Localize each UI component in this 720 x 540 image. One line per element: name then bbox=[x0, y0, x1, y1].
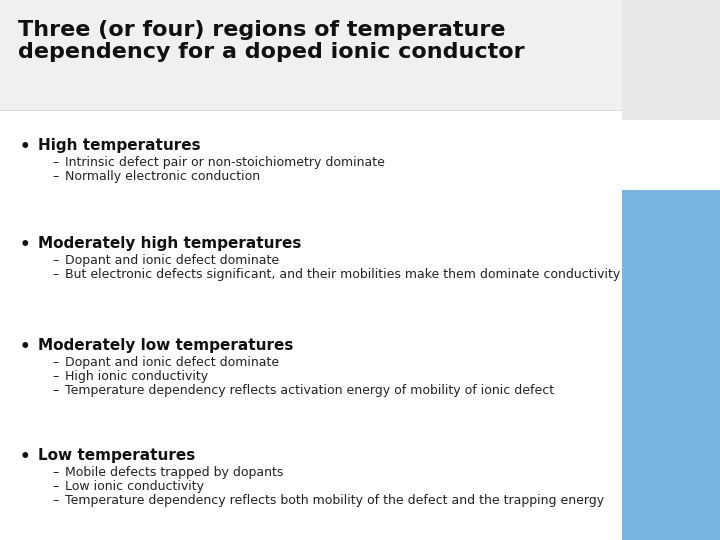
Text: –: – bbox=[52, 268, 58, 281]
Text: –: – bbox=[52, 254, 58, 267]
Bar bbox=[622, 190, 720, 540]
Text: •: • bbox=[20, 338, 31, 356]
Text: Mobile defects trapped by dopants: Mobile defects trapped by dopants bbox=[65, 466, 284, 479]
Text: –: – bbox=[52, 370, 58, 383]
Text: Dopant and ionic defect dominate: Dopant and ionic defect dominate bbox=[65, 356, 279, 369]
Text: Intrinsic defect pair or non-stoichiometry dominate: Intrinsic defect pair or non-stoichiomet… bbox=[65, 156, 385, 169]
Bar bbox=[0, 0, 622, 540]
Text: Low ionic conductivity: Low ionic conductivity bbox=[65, 480, 204, 493]
Text: Low temperatures: Low temperatures bbox=[38, 448, 195, 463]
Text: –: – bbox=[52, 480, 58, 493]
Text: •: • bbox=[20, 138, 31, 156]
Text: Three (or four) regions of temperature: Three (or four) regions of temperature bbox=[18, 20, 505, 40]
Text: Moderately high temperatures: Moderately high temperatures bbox=[38, 236, 302, 251]
Text: •: • bbox=[20, 448, 31, 466]
Text: –: – bbox=[52, 384, 58, 397]
Bar bbox=[0, 0, 622, 110]
Text: •: • bbox=[20, 236, 31, 254]
Text: Temperature dependency reflects activation energy of mobility of ionic defect: Temperature dependency reflects activati… bbox=[65, 384, 554, 397]
Text: –: – bbox=[52, 356, 58, 369]
Text: Moderately low temperatures: Moderately low temperatures bbox=[38, 338, 293, 353]
Text: –: – bbox=[52, 494, 58, 507]
Text: dependency for a doped ionic conductor: dependency for a doped ionic conductor bbox=[18, 42, 525, 62]
Text: Dopant and ionic defect dominate: Dopant and ionic defect dominate bbox=[65, 254, 279, 267]
Text: –: – bbox=[52, 156, 58, 169]
Text: Normally electronic conduction: Normally electronic conduction bbox=[65, 170, 260, 183]
Text: –: – bbox=[52, 170, 58, 183]
Text: High ionic conductivity: High ionic conductivity bbox=[65, 370, 208, 383]
Bar bbox=[622, 0, 720, 120]
Text: But electronic defects significant, and their mobilities make them dominate cond: But electronic defects significant, and … bbox=[65, 268, 620, 281]
Text: Temperature dependency reflects both mobility of the defect and the trapping ene: Temperature dependency reflects both mob… bbox=[65, 494, 604, 507]
Text: –: – bbox=[52, 466, 58, 479]
Text: High temperatures: High temperatures bbox=[38, 138, 201, 153]
